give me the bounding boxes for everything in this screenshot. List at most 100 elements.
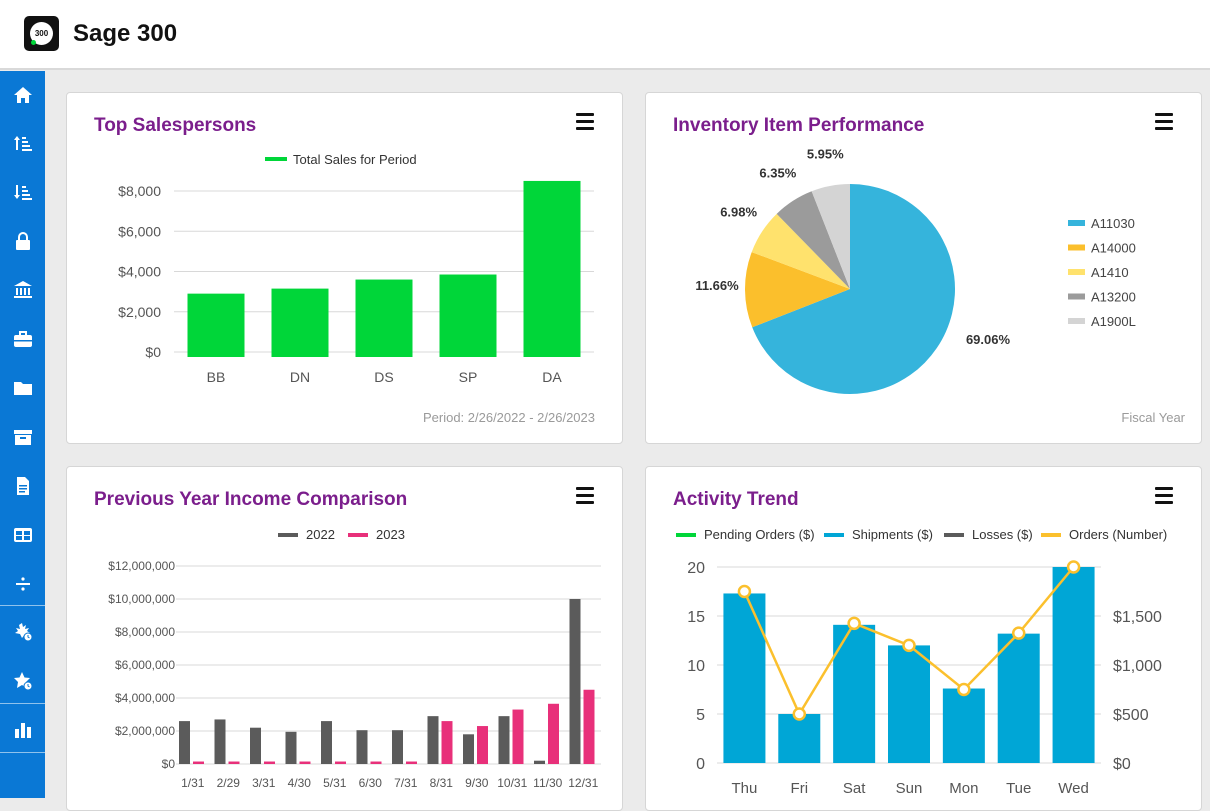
bar-shipments-tue	[997, 633, 1040, 763]
folder-icon	[13, 382, 32, 395]
legend-swatch	[278, 533, 298, 537]
sidebar-item-star-clock[interactable]	[0, 659, 45, 703]
y-tick-label: $12,000,000	[108, 559, 175, 573]
slice-value-label: 5.95%	[807, 146, 844, 161]
x-tick-label: 12/31	[568, 776, 598, 790]
sidebar-item-lock[interactable]	[0, 219, 45, 263]
y-left-tick-label: 15	[687, 609, 705, 626]
chart-menu-button[interactable]	[576, 113, 596, 131]
legend-swatch	[1041, 533, 1061, 537]
legend-swatch	[676, 533, 696, 537]
activity-combo-chart: Pending Orders ($) Shipments ($) Losses ($…	[676, 527, 1167, 797]
top-bar: 300 Sage 300	[0, 0, 1210, 70]
income-comparison-card: Previous Year Income Comparison 2022 2023…	[66, 466, 623, 811]
sort-descending-icon	[13, 185, 32, 200]
bar-bb	[187, 293, 245, 357]
legend-label: A13200	[1091, 290, 1136, 305]
y-left-tick-label: 0	[696, 756, 705, 773]
maple-leaf-clock-icon	[14, 623, 32, 642]
slice-value-label: 6.35%	[759, 165, 796, 180]
legend-swatch	[1068, 269, 1085, 275]
sidebar-item-home[interactable]	[0, 73, 45, 117]
pie-slice-a11030	[752, 184, 955, 394]
pie-slice-a14000	[745, 252, 850, 328]
pie-slice-a1900l	[811, 184, 850, 289]
orders-point-wed	[1066, 560, 1081, 574]
chart-menu-button[interactable]	[1155, 487, 1175, 505]
bar-sp	[439, 274, 497, 357]
bar-2022-3-31	[250, 727, 261, 764]
sidebar-item-sort-ascending[interactable]	[0, 121, 45, 165]
bar-ds	[355, 279, 413, 357]
orders-point-sat	[847, 616, 861, 631]
chart-menu-button[interactable]	[1155, 113, 1175, 131]
bar-2023-9-30	[477, 726, 488, 764]
table-icon	[13, 528, 32, 542]
legend-swatch	[1068, 244, 1085, 251]
sidebar-item-bar-chart[interactable]	[0, 708, 45, 752]
bar-2023-11-30	[548, 703, 559, 764]
x-tick-label: 4/30	[288, 776, 312, 790]
sage-logo[interactable]: 300	[24, 16, 59, 51]
bar-2023-2-29	[228, 761, 240, 764]
x-tick-label: Tue	[1006, 780, 1031, 797]
sidebar-item-archive[interactable]	[0, 415, 45, 459]
bar-2022-1-31	[179, 721, 190, 764]
bar-2023-1-31	[193, 761, 204, 764]
bar-2022-4-30	[285, 731, 297, 764]
sidebar-item-briefcase[interactable]	[0, 317, 45, 361]
x-tick-label: 1/31	[181, 776, 205, 790]
legend-swatch	[1068, 293, 1085, 300]
x-tick-label: 3/31	[252, 776, 276, 790]
legend-swatch	[348, 533, 368, 537]
bar-da	[523, 180, 581, 357]
orders-point-tue	[1011, 626, 1026, 640]
sidebar-item-maple-leaf-clock[interactable]	[0, 610, 45, 654]
bar-2023-8-31	[441, 721, 453, 764]
legend-label: A1900L	[1091, 314, 1136, 329]
sidebar-item-bank[interactable]	[0, 268, 45, 312]
x-tick-label: Fri	[791, 780, 809, 797]
bar-shipments-wed	[1052, 567, 1095, 763]
sidebar-item-table[interactable]	[0, 513, 45, 557]
x-tick-label: Thu	[731, 780, 757, 797]
bar-chart-icon	[14, 723, 31, 738]
legend-label: A11030	[1091, 216, 1135, 231]
briefcase-icon	[13, 331, 32, 347]
x-tick-label: DS	[374, 369, 393, 385]
x-tick-label: SP	[459, 369, 478, 385]
bar-2022-7-31	[392, 730, 403, 764]
legend-swatch	[824, 533, 844, 537]
y-right-tick-label: $500	[1113, 707, 1149, 724]
bar-shipments-sun	[888, 645, 930, 763]
y-tick-label: $2,000	[118, 304, 161, 320]
orders-point-mon	[957, 682, 971, 697]
income-bar-chart: 2022 2023 $0 $2,000,000 $4,000,000 $6,000,000…	[108, 527, 601, 790]
chart-menu-button[interactable]	[576, 487, 596, 505]
period-caption: Period: 2/26/2022 - 2/26/2023	[422, 410, 595, 425]
bar-2023-10-31	[512, 709, 524, 764]
bar-2023-3-31	[264, 761, 275, 764]
x-tick-label: Mon	[949, 780, 978, 797]
sidebar-item-folder[interactable]	[0, 366, 45, 410]
y-left-tick-label: 10	[687, 658, 705, 675]
y-tick-label: $4,000,000	[115, 691, 175, 705]
bar-2022-5-31	[321, 721, 332, 764]
legend-swatch	[1068, 220, 1085, 226]
lock-icon	[15, 232, 30, 250]
legend-swatch	[944, 533, 964, 537]
document-icon	[16, 477, 29, 495]
sidebar-item-sort-descending[interactable]	[0, 170, 45, 214]
bar-shipments-fri	[778, 714, 821, 763]
pie-slice-a1410	[751, 213, 850, 289]
y-tick-label: $0	[145, 344, 161, 360]
y-tick-label: $8,000	[118, 183, 161, 199]
slice-value-label: 11.66%	[695, 278, 739, 293]
sidebar-item-document[interactable]	[0, 464, 45, 508]
bar-2022-8-31	[427, 716, 439, 764]
x-tick-label: Wed	[1058, 780, 1089, 797]
card-title: Activity Trend	[673, 489, 799, 510]
bank-icon	[13, 281, 32, 298]
sidebar-item-divide[interactable]	[0, 562, 45, 606]
y-tick-label: $6,000	[118, 223, 161, 239]
